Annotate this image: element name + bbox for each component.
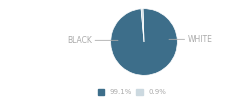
Wedge shape [111,9,177,75]
Legend: 99.1%, 0.9%: 99.1%, 0.9% [96,88,168,96]
Wedge shape [141,9,144,42]
Text: BLACK: BLACK [67,36,118,45]
Text: WHITE: WHITE [169,35,212,44]
